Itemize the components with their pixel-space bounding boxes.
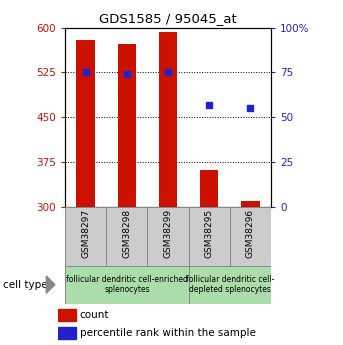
Bar xyxy=(159,32,177,207)
Bar xyxy=(241,201,260,207)
Title: GDS1585 / 95045_at: GDS1585 / 95045_at xyxy=(99,12,237,25)
Text: GSM38299: GSM38299 xyxy=(164,209,173,258)
Bar xyxy=(65,266,189,304)
Bar xyxy=(118,45,136,207)
Text: percentile rank within the sample: percentile rank within the sample xyxy=(80,328,256,338)
Bar xyxy=(147,207,189,266)
Text: GSM38298: GSM38298 xyxy=(122,209,131,258)
Text: cell type: cell type xyxy=(3,280,48,289)
Text: GSM38295: GSM38295 xyxy=(205,209,214,258)
Bar xyxy=(106,207,147,266)
Bar xyxy=(189,266,271,304)
Bar xyxy=(76,40,95,207)
Text: GSM38296: GSM38296 xyxy=(246,209,255,258)
Bar xyxy=(58,309,76,321)
Bar xyxy=(200,170,218,207)
Bar xyxy=(58,327,76,339)
Text: follicular dendritic cell-
depleted splenocytes: follicular dendritic cell- depleted sple… xyxy=(186,275,274,294)
Text: follicular dendritic cell-enriched
splenocytes: follicular dendritic cell-enriched splen… xyxy=(66,275,188,294)
Bar xyxy=(189,207,230,266)
Text: GSM38297: GSM38297 xyxy=(81,209,90,258)
Bar xyxy=(230,207,271,266)
Bar xyxy=(65,207,106,266)
Text: count: count xyxy=(80,310,109,320)
